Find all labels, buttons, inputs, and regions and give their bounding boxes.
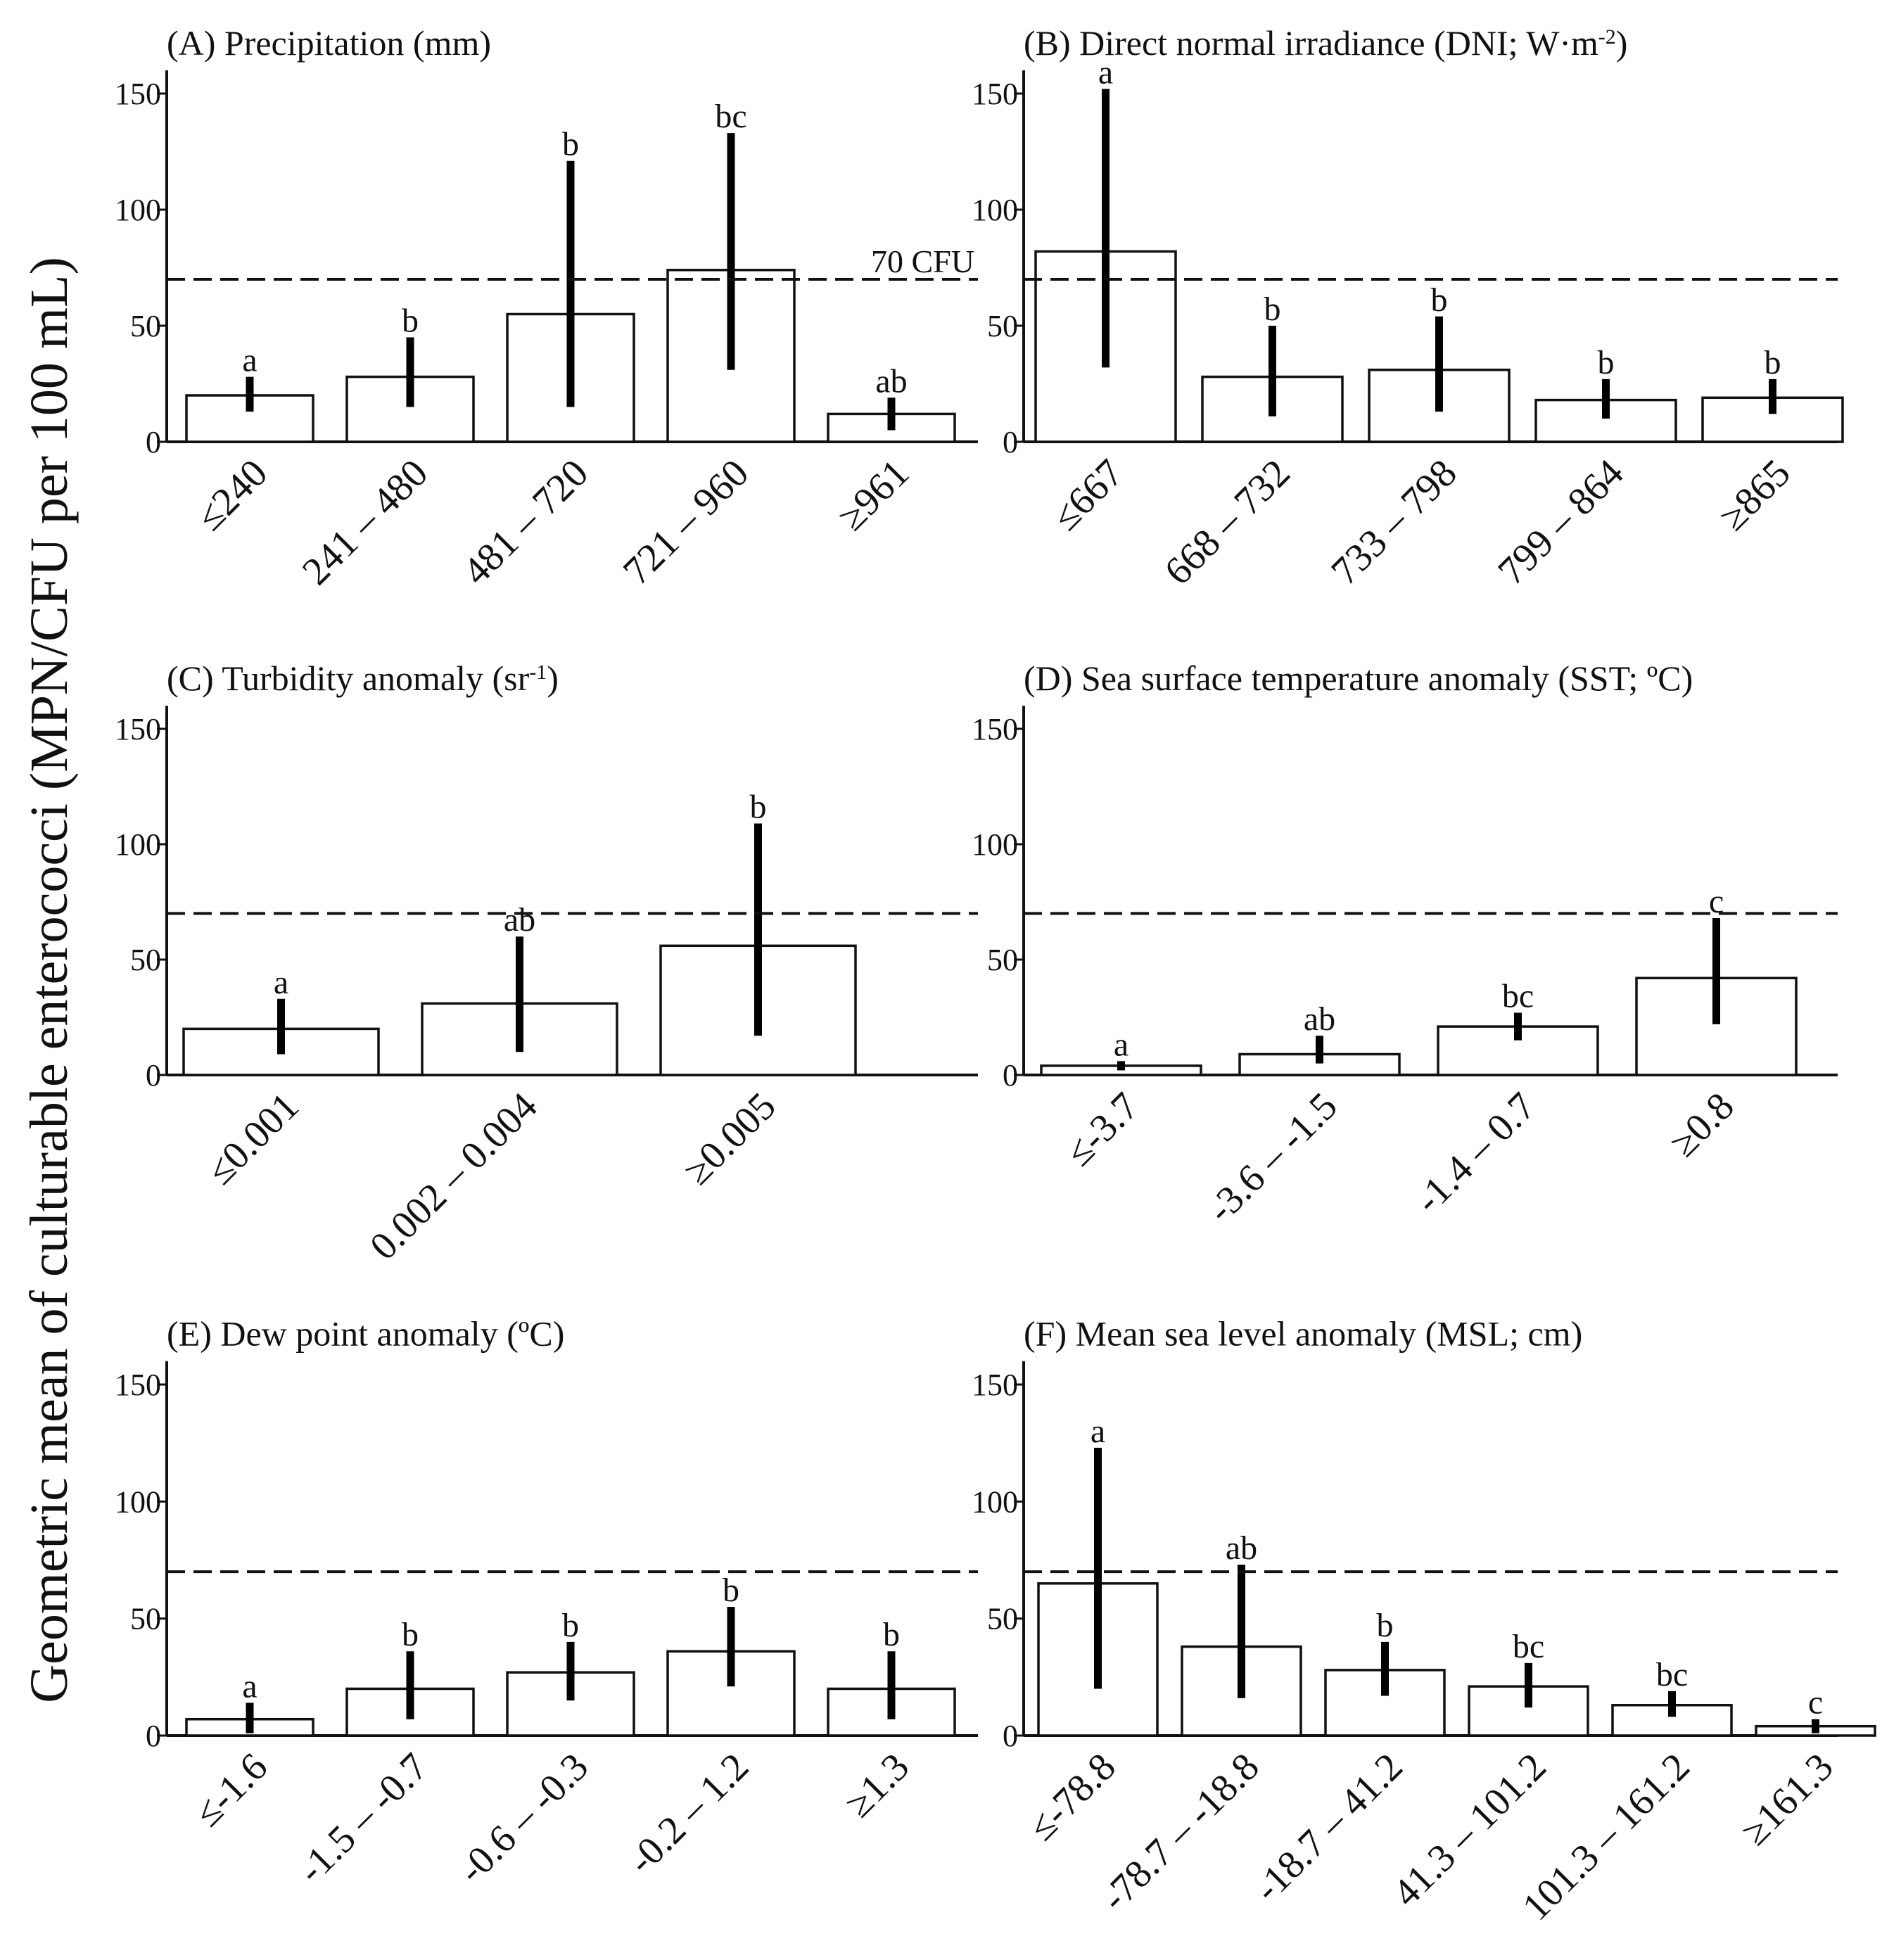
panel-D-y-tick-label: 0 xyxy=(1003,1058,1018,1093)
panel-C-significance-letter: ab xyxy=(504,901,535,938)
panel-C-category-label: 0.002 – 0.004 xyxy=(362,1084,546,1268)
panel-A-y-tick-label: 150 xyxy=(115,77,161,111)
panel-A-y-tick-label: 100 xyxy=(115,193,161,227)
panel-F-y-tick-label: 150 xyxy=(972,1368,1018,1402)
panel-B-y-tick-label: 100 xyxy=(972,193,1018,227)
panel-E: (E) Dew point anomaly (ºC) 0 50 100 150 a ≤-1.… xyxy=(115,1314,978,1892)
panel-E-significance-letter: b xyxy=(883,1616,900,1653)
panel-B-significance-letter: b xyxy=(1598,344,1615,381)
panel-F-y-tick-label: 0 xyxy=(1003,1719,1018,1753)
panel-B-y-tick-label: 150 xyxy=(972,77,1018,111)
panel-C-title: (C) Turbidity anomaly (sr-1) xyxy=(167,658,559,698)
panel-E-significance-letter: b xyxy=(723,1572,739,1609)
panel-C-significance-letter: b xyxy=(750,788,767,825)
panel-B-significance-letter: b xyxy=(1431,281,1448,319)
y-axis-title: Geometric mean of culturable enterococci… xyxy=(20,257,79,1703)
panel-B-category-label: 668 – 732 xyxy=(1156,451,1298,593)
panel-A-title: (A) Precipitation (mm) xyxy=(167,23,491,63)
panel-B-y-tick-label: 0 xyxy=(1003,425,1018,459)
panel-D: (D) Sea surface temperature anomaly (SST… xyxy=(972,658,1838,1231)
panel-D-category-label: -3.6 – -1.5 xyxy=(1199,1084,1346,1231)
panel-F: (F) Mean sea level anomaly (MSL; cm) 0 50 1… xyxy=(972,1314,1876,1929)
panel-E-significance-letter: b xyxy=(402,1616,419,1653)
panel-A-category-label: ≥961 xyxy=(829,451,917,539)
panel-C-title-superscript: -1 xyxy=(529,661,547,684)
panel-B-significance-letter: a xyxy=(1098,53,1113,91)
panel-E-significance-letter: a xyxy=(242,1667,257,1705)
panel-F-significance-letter: b xyxy=(1377,1607,1394,1644)
panel-D-category-label: ≤-3.7 xyxy=(1057,1084,1147,1174)
panel-E-title: (E) Dew point anomaly (ºC) xyxy=(167,1314,564,1354)
panel-B-category-label: ≥865 xyxy=(1711,451,1799,539)
panel-A-significance-letter: a xyxy=(242,342,257,379)
panel-C-y-tick-label: 0 xyxy=(146,1058,161,1093)
panel-A-category-label: 241 – 480 xyxy=(294,451,436,593)
panel-A-significance-letter: b xyxy=(562,126,579,163)
panel-B-y-tick-label: 50 xyxy=(987,309,1018,343)
chart-panels: (A) Precipitation (mm) 0 50 100 150 a ≤240 b 241… xyxy=(115,23,1876,1929)
panel-D-significance-letter: a xyxy=(1114,1026,1128,1063)
panel-D-y-tick-label: 50 xyxy=(987,943,1018,977)
panel-C-significance-letter: a xyxy=(274,964,288,1001)
panel-F-title: (F) Mean sea level anomaly (MSL; cm) xyxy=(1024,1314,1582,1354)
reference-line-label: 70 CFU xyxy=(871,243,974,279)
panel-C-y-tick-label: 150 xyxy=(115,712,161,746)
panel-C-category-label: ≤0.001 xyxy=(198,1084,307,1193)
panel-B-significance-letter: b xyxy=(1264,291,1281,328)
panel-E-category-label: -1.5 – -0.7 xyxy=(289,1745,436,1892)
panel-F-significance-letter: c xyxy=(1808,1684,1823,1722)
panel-D-y-tick-label: 100 xyxy=(972,827,1018,862)
panel-A-y-tick-label: 50 xyxy=(130,309,161,343)
panel-E-category-label: -0.2 – 1.2 xyxy=(620,1745,758,1883)
panel-B-significance-letter: b xyxy=(1765,344,1781,381)
panel-E-y-tick-label: 50 xyxy=(130,1602,161,1636)
panel-D-significance-letter: c xyxy=(1709,883,1724,920)
panel-B-title-superscript: -2 xyxy=(1598,25,1616,49)
panel-C-title-end: ) xyxy=(547,658,559,698)
panel-A-significance-letter: bc xyxy=(715,98,746,135)
panel-F-category-label: ≤-78.8 xyxy=(1020,1745,1124,1849)
panel-D-category-label: -1.4 – 0.7 xyxy=(1406,1084,1544,1222)
panel-C-y-tick-label: 100 xyxy=(115,827,161,862)
panel-E-y-tick-label: 0 xyxy=(146,1719,161,1753)
panel-F-significance-letter: ab xyxy=(1226,1529,1257,1567)
panel-A-significance-letter: ab xyxy=(875,362,907,400)
panel-B-category-label: ≤667 xyxy=(1044,451,1132,539)
panel-E-y-tick-label: 150 xyxy=(115,1368,161,1402)
panel-E-significance-letter: b xyxy=(562,1607,579,1644)
panel-A: (A) Precipitation (mm) 0 50 100 150 a ≤240 b 241… xyxy=(115,23,978,594)
panel-B-category-label: 733 – 798 xyxy=(1323,451,1465,593)
panel-E-y-tick-label: 100 xyxy=(115,1484,161,1519)
panel-B-category-label: 799 – 864 xyxy=(1489,451,1632,593)
panel-F-bar xyxy=(1611,1704,1733,1737)
panel-F-category-label: ≥161.3 xyxy=(1733,1745,1842,1854)
panel-F-significance-letter: bc xyxy=(1513,1628,1544,1665)
panel-D-significance-letter: ab xyxy=(1304,1000,1335,1038)
panel-B: (B) Direct normal irradiance (DNI; W·m-2… xyxy=(972,23,1844,594)
panel-D-significance-letter: bc xyxy=(1502,977,1534,1014)
panel-D-title: (D) Sea surface temperature anomaly (SST… xyxy=(1024,658,1693,698)
panel-F-significance-letter: a xyxy=(1091,1413,1105,1450)
panel-D-category-label: ≥0.8 xyxy=(1662,1084,1743,1165)
panel-E-category-label: ≥1.3 xyxy=(837,1745,917,1826)
panel-A-category-label: ≤240 xyxy=(188,451,276,539)
panel-E-category-label: ≤-1.6 xyxy=(186,1745,276,1835)
panel-D-y-tick-label: 150 xyxy=(972,712,1018,746)
panel-C-category-label: ≥0.005 xyxy=(675,1084,784,1193)
panel-A-category-label: 721 – 960 xyxy=(615,451,757,593)
panel-A-category-label: 481 – 720 xyxy=(454,451,597,593)
panel-C: (C) Turbidity anomaly (sr-1) 0 50 100 150 a ≤0… xyxy=(115,658,978,1268)
panel-F-y-tick-label: 50 xyxy=(987,1602,1018,1636)
panel-F-significance-letter: bc xyxy=(1656,1656,1688,1693)
panel-B-title: (B) Direct normal irradiance (DNI; W·m-2… xyxy=(1024,23,1627,63)
panel-C-y-tick-label: 50 xyxy=(130,943,161,977)
panel-A-significance-letter: b xyxy=(402,303,419,340)
panel-F-y-tick-label: 100 xyxy=(972,1484,1018,1519)
panel-A-y-tick-label: 0 xyxy=(146,425,161,459)
panel-B-title-end: ) xyxy=(1616,23,1628,63)
panel-E-category-label: -0.6 – -0.3 xyxy=(450,1745,597,1892)
